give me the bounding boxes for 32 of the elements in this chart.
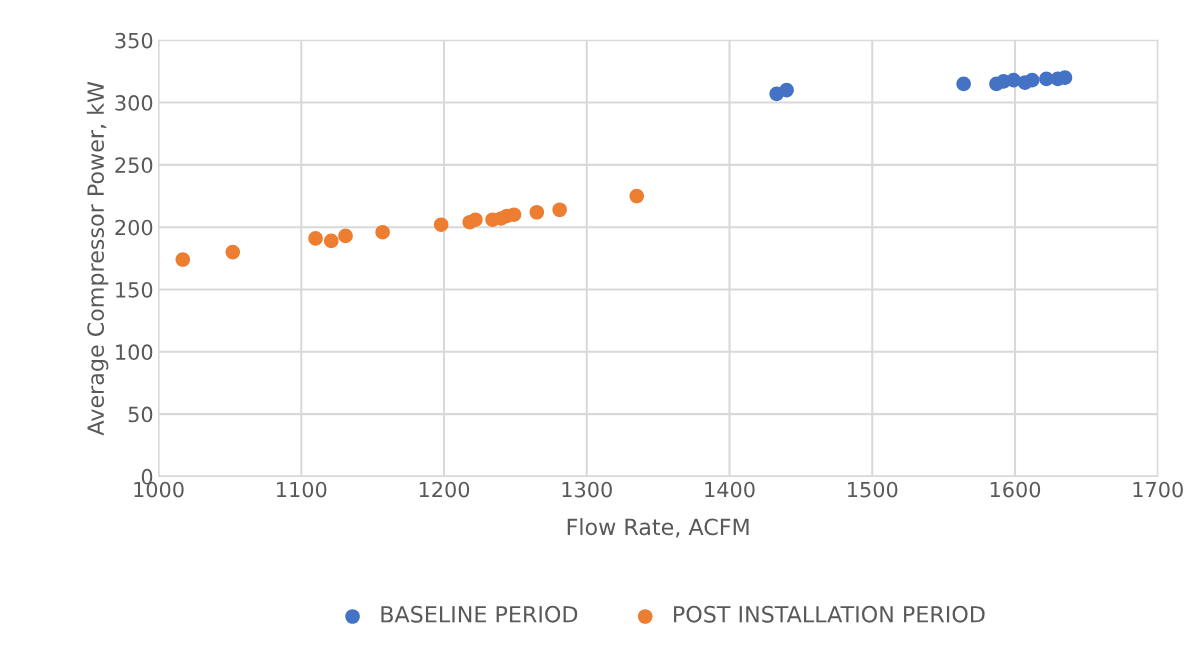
- point: [552, 202, 567, 218]
- x-tick-label: 1400: [705, 481, 755, 498]
- point: [779, 82, 794, 98]
- point: [175, 252, 191, 267]
- y-tick-label: 300: [115, 95, 153, 111]
- point: [629, 188, 645, 204]
- point: [433, 217, 449, 232]
- y-tick-label: 350: [115, 32, 153, 49]
- y-tick-label: 100: [116, 344, 153, 361]
- point: [529, 204, 545, 220]
- point: [225, 244, 241, 260]
- point: [468, 212, 483, 227]
- point: [323, 233, 339, 249]
- x-tick-label: 1600: [990, 481, 1041, 498]
- y-tick-label: 50: [128, 406, 153, 423]
- x-axis-title: Flow Rate, ACFM: [567, 518, 749, 538]
- y-tick-label: 250: [115, 157, 153, 174]
- y-tick-label: 200: [115, 219, 153, 236]
- x-tick-label: 1500: [848, 481, 898, 498]
- x-tick-label: 1100: [277, 481, 327, 498]
- y-tick-label: 150: [116, 281, 153, 298]
- point: [308, 231, 323, 246]
- point: [375, 224, 390, 240]
- point: [956, 76, 971, 92]
- legend-label: BASELINE PERIOD: [381, 605, 578, 623]
- x-tick-label: 1300: [562, 481, 612, 498]
- point: [338, 228, 353, 244]
- legend-label: POST INSTALLATION PERIOD: [674, 605, 985, 623]
- x-tick-label: 1200: [419, 481, 470, 498]
- y-axis-title: Average Compressor Power, kW: [86, 81, 109, 436]
- x-tick-label: 1700: [1133, 481, 1183, 498]
- point: [1024, 72, 1040, 88]
